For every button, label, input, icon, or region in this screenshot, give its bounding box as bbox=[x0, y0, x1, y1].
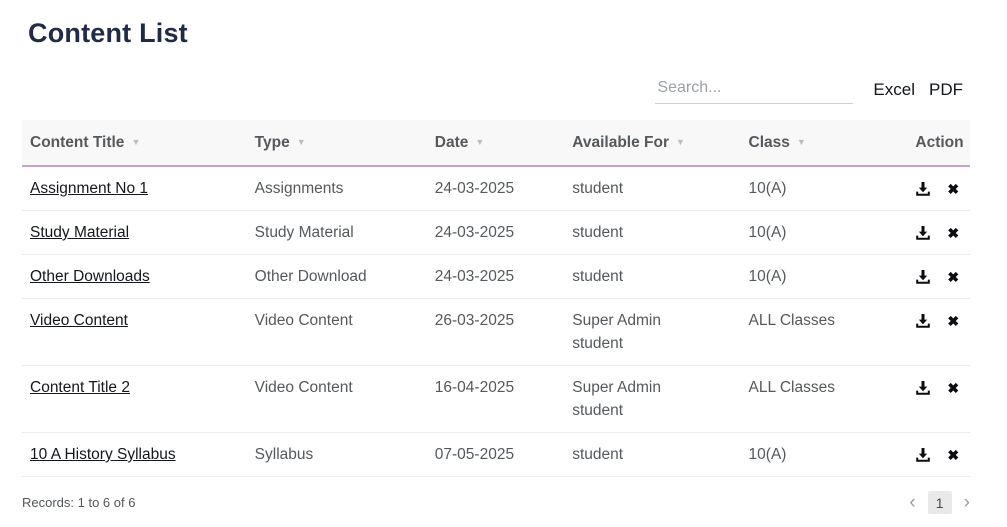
records-summary: Records: 1 to 6 of 6 bbox=[22, 495, 136, 510]
table-header-row: Content Title ▼ Type ▼ Date ▼ Available For ▼ Cl… bbox=[22, 120, 970, 167]
column-header-content-title[interactable]: Content Title ▼ bbox=[22, 120, 247, 167]
content-title-link[interactable]: Content Title 2 bbox=[30, 379, 130, 396]
available-for-value: student bbox=[572, 402, 624, 419]
sort-caret-icon: ▼ bbox=[796, 137, 806, 147]
available-for-value: student bbox=[572, 446, 624, 463]
table-row: Study Material Study Material 24-03-2025 st… bbox=[22, 210, 970, 255]
download-icon[interactable] bbox=[915, 269, 931, 285]
column-header-action: Action bbox=[907, 120, 970, 167]
cell-action: ✖ bbox=[907, 432, 970, 477]
cell-content-title: 10 A History Syllabus bbox=[22, 432, 247, 477]
cell-content-title: Content Title 2 bbox=[22, 365, 247, 433]
cell-date: 26-03-2025 bbox=[426, 298, 565, 366]
cell-action: ✖ bbox=[907, 210, 970, 255]
cell-class: 10(A) bbox=[740, 210, 908, 255]
cell-available-for: student bbox=[564, 432, 741, 477]
cell-type: Other Download bbox=[246, 254, 427, 299]
download-icon[interactable] bbox=[915, 380, 931, 396]
cell-class: 10(A) bbox=[740, 254, 908, 299]
cell-available-for: student bbox=[564, 210, 741, 255]
cell-content-title: Video Content bbox=[22, 298, 247, 366]
download-icon[interactable] bbox=[915, 225, 931, 241]
page-title: Content List bbox=[28, 18, 188, 48]
available-for-value: student bbox=[572, 180, 624, 197]
content-title-link[interactable]: Assignment No 1 bbox=[30, 180, 149, 197]
table-row: Assignment No 1 Assignments 24-03-2025 stud… bbox=[22, 166, 970, 211]
cell-type: Video Content bbox=[246, 298, 427, 366]
table-row: Other Downloads Other Download 24-03-2025 s… bbox=[22, 254, 970, 299]
export-excel-button[interactable]: Excel bbox=[873, 80, 915, 99]
column-header-available-for[interactable]: Available For ▼ bbox=[564, 120, 741, 167]
column-header-class[interactable]: Class ▼ bbox=[740, 120, 908, 167]
cell-available-for: student bbox=[564, 166, 741, 211]
content-title-link[interactable]: Other Downloads bbox=[30, 268, 150, 285]
content-table: Content Title ▼ Type ▼ Date ▼ Available For ▼ Cl… bbox=[22, 120, 970, 477]
content-title-link[interactable]: Study Material bbox=[30, 224, 130, 241]
table-row: Content Title 2 Video Content 16-04-2025 Su… bbox=[22, 365, 970, 433]
delete-icon[interactable]: ✖ bbox=[947, 312, 960, 329]
available-for-value: student bbox=[572, 224, 624, 241]
column-header-date[interactable]: Date ▼ bbox=[426, 120, 565, 167]
delete-icon[interactable]: ✖ bbox=[947, 224, 960, 241]
cell-type: Video Content bbox=[246, 365, 427, 433]
search-input[interactable] bbox=[655, 75, 854, 104]
table-toolbar: Excel PDF bbox=[0, 75, 963, 104]
cell-date: 24-03-2025 bbox=[426, 166, 565, 211]
cell-class: ALL Classes bbox=[740, 298, 908, 366]
download-icon[interactable] bbox=[915, 313, 931, 329]
cell-type: Study Material bbox=[246, 210, 427, 255]
available-for-value: student bbox=[572, 335, 624, 352]
cell-content-title: Other Downloads bbox=[22, 254, 247, 299]
column-header-type[interactable]: Type ▼ bbox=[246, 120, 427, 167]
pagination-prev-icon[interactable]: ‹ bbox=[909, 491, 916, 513]
download-icon[interactable] bbox=[915, 447, 931, 463]
table-row: Video Content Video Content 26-03-2025 Supe… bbox=[22, 298, 970, 366]
cell-action: ✖ bbox=[907, 298, 970, 366]
content-title-link[interactable]: 10 A History Syllabus bbox=[30, 446, 176, 463]
table-row: 10 A History Syllabus Syllabus 07-05-2025 s… bbox=[22, 432, 970, 477]
export-pdf-button[interactable]: PDF bbox=[929, 80, 963, 99]
cell-action: ✖ bbox=[907, 166, 970, 211]
cell-content-title: Study Material bbox=[22, 210, 247, 255]
cell-content-title: Assignment No 1 bbox=[22, 166, 247, 211]
sort-caret-icon: ▼ bbox=[475, 137, 485, 147]
cell-class: 10(A) bbox=[740, 166, 908, 211]
sort-caret-icon: ▼ bbox=[131, 137, 141, 147]
cell-class: ALL Classes bbox=[740, 365, 908, 433]
cell-available-for: Super Admin student bbox=[564, 365, 741, 433]
pagination: ‹ 1 › bbox=[909, 491, 970, 514]
available-for-value: Super Admin bbox=[572, 379, 661, 396]
sort-caret-icon: ▼ bbox=[676, 137, 685, 147]
cell-class: 10(A) bbox=[740, 432, 908, 477]
content-table-wrap: Content Title ▼ Type ▼ Date ▼ Available For ▼ Cl… bbox=[22, 120, 970, 477]
cell-date: 07-05-2025 bbox=[426, 432, 565, 477]
cell-available-for: Super Admin student bbox=[564, 298, 741, 366]
pagination-page-1[interactable]: 1 bbox=[927, 491, 952, 514]
download-icon[interactable] bbox=[915, 181, 931, 197]
cell-type: Assignments bbox=[246, 166, 427, 211]
content-title-link[interactable]: Video Content bbox=[30, 312, 128, 329]
available-for-value: student bbox=[572, 268, 624, 285]
table-body: Assignment No 1 Assignments 24-03-2025 stud… bbox=[22, 166, 970, 477]
delete-icon[interactable]: ✖ bbox=[947, 268, 960, 285]
delete-icon[interactable]: ✖ bbox=[947, 180, 960, 197]
cell-action: ✖ bbox=[907, 254, 970, 299]
available-for-value: Super Admin bbox=[572, 312, 661, 329]
cell-date: 24-03-2025 bbox=[426, 254, 565, 299]
pagination-next-icon[interactable]: › bbox=[963, 491, 970, 513]
table-footer: Records: 1 to 6 of 6 ‹ 1 › bbox=[22, 491, 970, 514]
sort-caret-icon: ▼ bbox=[296, 137, 306, 147]
cell-available-for: student bbox=[564, 254, 741, 299]
cell-type: Syllabus bbox=[246, 432, 427, 477]
cell-action: ✖ bbox=[907, 365, 970, 433]
cell-date: 16-04-2025 bbox=[426, 365, 565, 433]
cell-date: 24-03-2025 bbox=[426, 210, 565, 255]
delete-icon[interactable]: ✖ bbox=[947, 379, 960, 396]
delete-icon[interactable]: ✖ bbox=[947, 446, 960, 463]
